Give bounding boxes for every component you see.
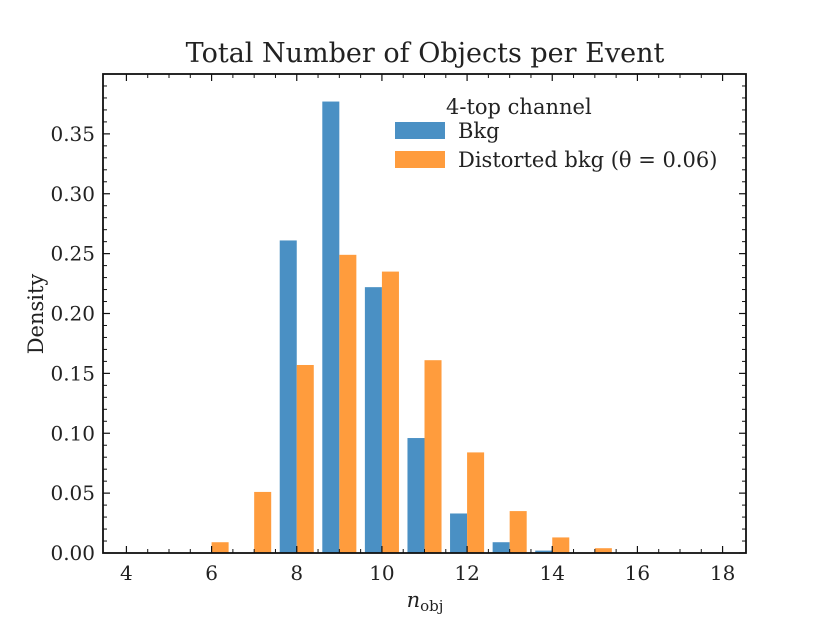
y-tick-label-1: 0.05 <box>50 481 95 505</box>
x-tick-label-6: 6 <box>205 561 218 585</box>
plot-frame <box>102 73 747 554</box>
bar-distorted-8 <box>296 364 314 553</box>
x-tick-label-18: 18 <box>710 561 735 585</box>
bar-distorted-11 <box>424 360 442 553</box>
x-tick-label-12: 12 <box>454 561 479 585</box>
legend-title: 4-top channel <box>446 95 592 119</box>
bar-distorted-14 <box>552 537 570 553</box>
legend: 4-top channel Bkg Distorted bkg (θ = 0.0… <box>395 95 717 172</box>
chart-title: Total Number of Objects per Event <box>186 38 665 69</box>
legend-label-bkg: Bkg <box>458 119 500 143</box>
bar-distorted-7 <box>254 491 272 553</box>
bar-distorted-12 <box>467 452 485 553</box>
x-axis-label: nobj <box>407 588 444 615</box>
y-tick-label-6: 0.30 <box>50 182 95 206</box>
bar-distorted-13 <box>509 511 527 553</box>
bar-distorted-9 <box>339 254 357 553</box>
bar-bkg-10 <box>364 287 382 553</box>
bar-bkg-9 <box>322 101 340 553</box>
y-tick-label-0: 0.00 <box>50 541 95 565</box>
bar-bkg-13 <box>492 542 510 553</box>
x-tick-label-8: 8 <box>290 561 303 585</box>
legend-swatch-distorted <box>395 151 445 168</box>
y-tick-label-7: 0.35 <box>50 122 95 146</box>
y-tick-label-2: 0.10 <box>50 421 95 445</box>
bar-bkg-14 <box>535 550 553 553</box>
bar-distorted-6 <box>211 542 229 553</box>
bar-bkg-12 <box>450 513 468 553</box>
y-tick-label-3: 0.15 <box>50 361 95 385</box>
x-ticks: 4 6 8 10 12 14 16 18 <box>120 74 735 585</box>
x-tick-label-4: 4 <box>120 561 133 585</box>
bar-distorted-10 <box>381 271 399 553</box>
y-tick-label-5: 0.25 <box>50 242 95 266</box>
x-axis-label-sub: obj <box>420 597 443 615</box>
legend-swatch-bkg <box>395 122 445 139</box>
x-tick-label-16: 16 <box>625 561 650 585</box>
y-axis-label: Density <box>24 274 48 355</box>
x-tick-label-14: 14 <box>540 561 565 585</box>
y-ticks: 0.00 0.05 0.10 0.15 0.20 0.25 0.30 0.35 <box>50 85 746 565</box>
y-tick-label-4: 0.20 <box>50 302 95 326</box>
x-axis-label-main: n <box>407 588 421 612</box>
x-tick-label-10: 10 <box>369 561 394 585</box>
bar-distorted-15 <box>594 548 612 553</box>
bar-bkg-11 <box>407 438 425 553</box>
bar-group <box>211 101 612 553</box>
legend-label-distorted: Distorted bkg (θ = 0.06) <box>458 148 717 172</box>
bar-bkg-8 <box>279 240 297 553</box>
